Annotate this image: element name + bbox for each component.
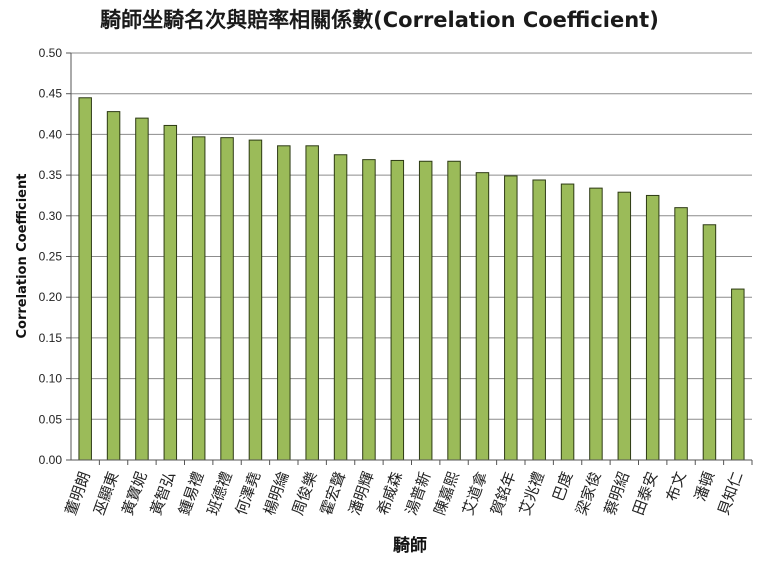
chart-title: 騎師坐騎名次與賠率相關係數(Correlation Coefficient) (100, 8, 659, 32)
y-tick-label: 0.05 (39, 412, 63, 426)
bar (191, 136, 206, 461)
y-tick-labels: 0.00 0.05 0.10 0.15 0.20 0.25 0.30 0.35 0.40 0.45… (39, 46, 63, 467)
bar (532, 179, 546, 461)
gridlines (71, 52, 752, 420)
y-tick-label: 0.25 (39, 250, 63, 264)
axes (66, 52, 753, 465)
y-tick-label: 0.30 (39, 209, 63, 223)
bar (248, 139, 263, 461)
bar (589, 187, 603, 461)
bar (390, 159, 405, 461)
x-tick-label: 陳嘉熙 (431, 469, 463, 517)
y-axis-title: Correlation Coefficient (15, 174, 30, 339)
bar (617, 191, 632, 461)
x-tick-label: 潘頓 (691, 469, 718, 503)
y-tick-label: 0.15 (39, 331, 63, 345)
x-tick-label: 湯普新 (402, 469, 434, 517)
bar (78, 97, 92, 461)
x-tick-label: 田泰安 (629, 469, 661, 517)
bar (702, 224, 717, 461)
x-tick-label: 鍾易禮 (175, 469, 207, 517)
x-tick-label: 希威森 (374, 469, 406, 517)
bar (163, 124, 178, 461)
x-tick-label: 黃寶妮 (118, 469, 150, 517)
x-tick-label: 周俊樂 (289, 469, 321, 517)
bar (674, 207, 688, 461)
x-tick-label: 蔡明紹 (601, 469, 633, 517)
x-tick-label: 梁家俊 (572, 469, 604, 517)
x-axis-title: 騎師 (393, 535, 427, 556)
bar (418, 160, 433, 461)
x-tick-label: 班德禮 (204, 469, 236, 517)
x-tick-labels: 董明朗巫顯東黃寶妮黃智弘鍾易禮班德禮何澤堯楊明綸周俊樂霍宏聲潘明輝希威森湯普新陳… (62, 469, 747, 517)
bar (362, 159, 376, 461)
y-tick-label: 0.50 (39, 46, 63, 60)
bars (78, 97, 745, 461)
x-tick-label: 霍宏聲 (317, 469, 349, 517)
x-tick-label: 艾兆禮 (516, 469, 548, 517)
bar (645, 194, 660, 461)
y-tick-label: 0.10 (39, 372, 63, 386)
x-tick-label: 潘明輝 (345, 469, 377, 517)
x-tick-label: 董明朗 (62, 469, 94, 517)
x-tick-label: 巴度 (549, 469, 576, 503)
x-tick-label: 楊明綸 (260, 469, 292, 517)
bar (305, 145, 319, 461)
x-tick-label: 貝知仁 (714, 469, 746, 517)
bar (106, 111, 121, 461)
x-tick-label: 黃智弘 (147, 469, 179, 517)
y-tick-label: 0.00 (39, 453, 63, 467)
bar (560, 183, 575, 461)
x-tick-label: 賀銘年 (487, 469, 519, 517)
y-tick-label: 0.45 (39, 87, 63, 101)
bar (220, 137, 234, 461)
bar (333, 154, 348, 461)
y-tick-label: 0.35 (39, 168, 63, 182)
y-tick-label: 0.40 (39, 127, 63, 141)
bar (475, 172, 490, 461)
y-tick-label: 0.20 (39, 290, 63, 304)
x-tick-label: 巫顯東 (90, 469, 122, 517)
bar (447, 160, 461, 461)
bar (135, 117, 149, 461)
x-tick-label: 布文 (663, 469, 690, 503)
x-tick-label: 何澤堯 (232, 469, 264, 517)
bar (504, 175, 518, 461)
bar (277, 145, 291, 461)
x-tick-label: 艾道拿 (459, 469, 491, 517)
bar (731, 288, 745, 461)
